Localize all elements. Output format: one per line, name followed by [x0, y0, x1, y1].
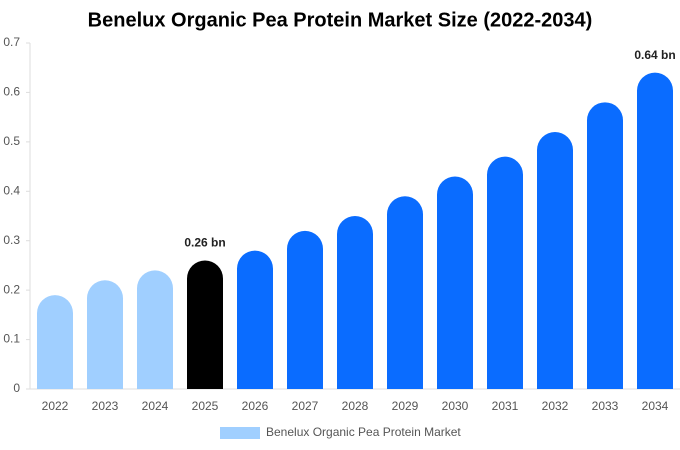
x-tick-label: 2029 [392, 399, 419, 413]
y-tick-label: 0.6 [3, 85, 20, 99]
bar [437, 176, 473, 389]
bar [487, 156, 523, 389]
y-tick-label: 0.7 [3, 35, 20, 49]
bar [337, 216, 373, 389]
y-tick-label: 0 [13, 381, 20, 395]
x-tick-label: 2022 [42, 399, 69, 413]
bar [237, 250, 273, 389]
x-tick-label: 2028 [342, 399, 369, 413]
legend-label: Benelux Organic Pea Protein Market [266, 425, 461, 439]
x-tick-label: 2023 [92, 399, 119, 413]
bar [37, 295, 73, 389]
x-tick-label: 2033 [592, 399, 619, 413]
bar [187, 260, 223, 389]
x-tick-label: 2031 [492, 399, 519, 413]
x-tick-label: 2026 [242, 399, 269, 413]
y-tick-label: 0.5 [3, 134, 20, 148]
chart-title: Benelux Organic Pea Protein Market Size … [88, 9, 593, 31]
x-tick-label: 2030 [442, 399, 469, 413]
bar [137, 270, 173, 389]
y-tick-label: 0.1 [3, 332, 20, 346]
x-tick-label: 2025 [192, 399, 219, 413]
bar [87, 280, 123, 389]
y-tick-label: 0.2 [3, 282, 20, 296]
x-tick-label: 2027 [292, 399, 319, 413]
y-tick-label: 0.3 [3, 233, 20, 247]
x-tick-label: 2032 [542, 399, 569, 413]
bar [387, 196, 423, 389]
y-tick-label: 0.4 [3, 183, 20, 197]
value-label: 0.26 bn [184, 236, 225, 250]
value-label: 0.64 bn [634, 48, 675, 62]
x-tick-label: 2024 [142, 399, 169, 413]
bar [637, 72, 673, 390]
x-tick-label: 2034 [642, 399, 669, 413]
legend-swatch [220, 427, 260, 439]
bar [287, 230, 323, 389]
bar [587, 102, 623, 390]
bar [537, 131, 573, 389]
